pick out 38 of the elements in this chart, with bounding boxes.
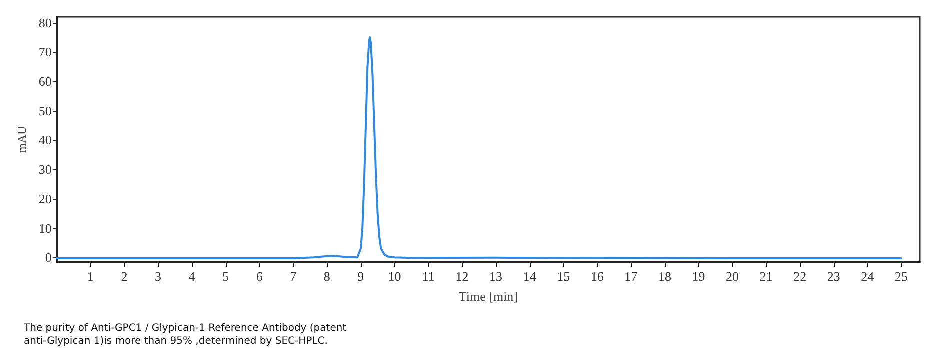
x-tick-label: 21 xyxy=(760,269,773,284)
y-tick-label: 40 xyxy=(38,132,52,148)
x-tick-label: 7 xyxy=(290,269,298,284)
x-tick-label: 6 xyxy=(256,269,264,284)
y-tick-label: 50 xyxy=(38,103,52,118)
x-tick-label: 5 xyxy=(222,269,230,284)
x-tick-label: 17 xyxy=(624,269,638,284)
y-tick-label: 60 xyxy=(38,74,52,90)
x-tick-label: 19 xyxy=(692,269,706,284)
x-tick-label: 15 xyxy=(557,269,570,284)
x-tick-label: 13 xyxy=(490,269,503,284)
x-tick-label: 2 xyxy=(121,269,128,284)
x-tick-label: 4 xyxy=(188,269,196,284)
y-tick-label: 20 xyxy=(38,191,52,206)
x-tick-label: 10 xyxy=(388,269,402,284)
x-tick-label: 3 xyxy=(154,269,162,284)
x-tick-label: 9 xyxy=(358,269,364,284)
x-tick-label: 16 xyxy=(590,269,604,284)
x-tick-label: 20 xyxy=(726,269,740,284)
x-tick-label: 18 xyxy=(658,269,672,284)
x-tick-label: 1 xyxy=(87,269,94,284)
x-tick-label: 25 xyxy=(894,269,908,284)
y-tick-label: 10 xyxy=(38,220,52,236)
x-tick-label: 14 xyxy=(523,269,537,284)
y-tick-label: 70 xyxy=(38,44,52,60)
x-tick-label: 12 xyxy=(456,269,469,284)
x-tick-label: 11 xyxy=(422,269,435,284)
x-tick-label: 8 xyxy=(324,269,330,284)
line-series xyxy=(56,36,902,260)
x-tick-label: 22 xyxy=(794,269,807,284)
y-tick-label: 0 xyxy=(45,250,52,266)
text: The purity of Anti-GPC1 / Glypican-1 Reference Antibody (patent anti-Glypican 1)is more than 95% ,determined by SEC-HPLC. xyxy=(23,323,350,347)
y-tick-label: 30 xyxy=(38,162,52,178)
y-axis-title: mAU xyxy=(15,126,29,153)
x-tick-label: 23 xyxy=(827,269,840,284)
y-tick-label: 80 xyxy=(38,15,52,30)
x-tick-label: 24 xyxy=(861,269,875,284)
x-axis-title: Time [min] xyxy=(458,289,518,304)
